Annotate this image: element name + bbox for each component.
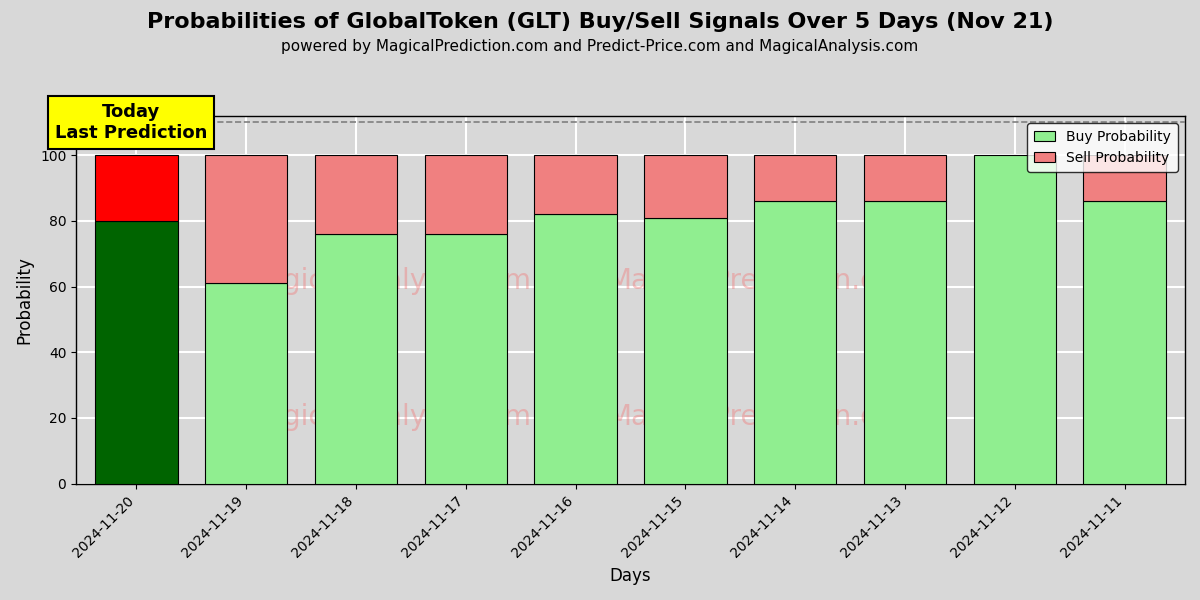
Bar: [1084, 155, 1165, 201]
Bar: [314, 234, 397, 484]
Bar: [205, 155, 288, 283]
Legend: Buy Probability, Sell Probability: Buy Probability, Sell Probability: [1027, 123, 1178, 172]
Bar: [534, 155, 617, 214]
Bar: [644, 155, 726, 218]
Bar: [864, 155, 946, 201]
Text: MagicalPrediction.com: MagicalPrediction.com: [607, 268, 919, 295]
Y-axis label: Probability: Probability: [14, 256, 32, 344]
Text: MagicalPrediction.com: MagicalPrediction.com: [607, 403, 919, 431]
X-axis label: Days: Days: [610, 567, 652, 585]
Text: powered by MagicalPrediction.com and Predict-Price.com and MagicalAnalysis.com: powered by MagicalPrediction.com and Pre…: [281, 39, 919, 54]
Bar: [1084, 201, 1165, 484]
Text: Probabilities of GlobalToken (GLT) Buy/Sell Signals Over 5 Days (Nov 21): Probabilities of GlobalToken (GLT) Buy/S…: [146, 12, 1054, 32]
Bar: [754, 201, 836, 484]
Bar: [95, 221, 178, 484]
Bar: [95, 155, 178, 221]
Bar: [864, 201, 946, 484]
Bar: [425, 155, 506, 234]
Text: Today
Last Prediction: Today Last Prediction: [55, 103, 208, 142]
Bar: [534, 214, 617, 484]
Text: MagicalAnalysis.com: MagicalAnalysis.com: [242, 403, 532, 431]
Bar: [425, 234, 506, 484]
Bar: [314, 155, 397, 234]
Bar: [205, 283, 288, 484]
Bar: [754, 155, 836, 201]
Bar: [644, 218, 726, 484]
Text: MagicalAnalysis.com: MagicalAnalysis.com: [242, 268, 532, 295]
Bar: [973, 155, 1056, 484]
